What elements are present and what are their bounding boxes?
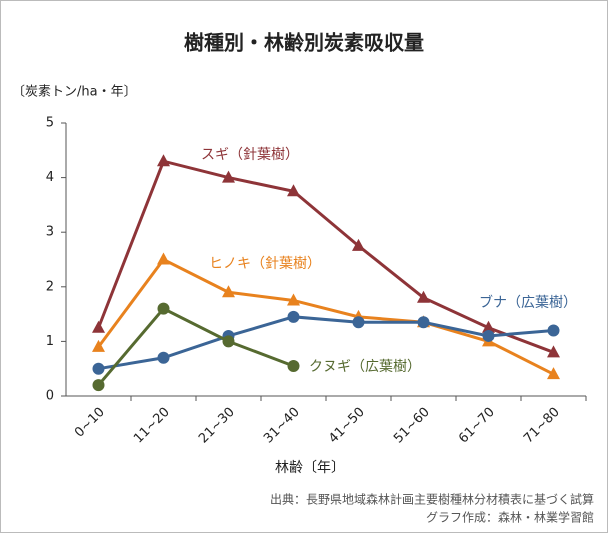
marker: [222, 170, 235, 183]
series-label: クヌギ（広葉樹）: [309, 359, 421, 375]
marker: [417, 290, 430, 303]
series-line: [98, 315, 554, 371]
y-axis-label: 〔炭素トン/ha・年〕: [12, 85, 137, 100]
series-label: ヒノキ（針葉樹）: [209, 256, 321, 272]
marker: [482, 320, 495, 333]
marker: [352, 238, 365, 251]
marker: [287, 310, 300, 323]
marker: [417, 316, 430, 329]
marker: [92, 379, 105, 392]
y-tick-label: 0: [46, 389, 54, 404]
y-tick-label: 3: [46, 225, 54, 240]
marker: [547, 345, 560, 358]
marker: [287, 184, 300, 197]
marker: [547, 367, 560, 380]
series-line: [97, 306, 295, 387]
marker: [287, 293, 300, 306]
marker: [157, 302, 170, 315]
marker: [352, 316, 365, 329]
series-label: スギ（針葉樹）: [201, 147, 299, 163]
credit: グラフ作成：森林・林業学習館: [426, 510, 594, 525]
series-line: [97, 257, 555, 376]
marker: [92, 362, 105, 375]
marker: [222, 335, 235, 348]
marker: [222, 285, 235, 298]
x-axis-label: 林齢〔年〕: [275, 460, 345, 476]
marker: [157, 351, 170, 364]
series-label: ブナ（広葉樹）: [479, 294, 577, 311]
y-tick-label: 5: [46, 116, 54, 131]
y-tick-label: 2: [46, 279, 54, 294]
marker: [92, 339, 105, 352]
series-line: [97, 159, 555, 354]
marker: [157, 154, 170, 167]
marker: [92, 320, 105, 333]
source: 出典：長野県地域森林計画主要樹種林分材積表に基づく試算: [270, 492, 594, 507]
y-tick-label: 4: [46, 170, 54, 185]
chart-title: 樹種別・林齢別炭素吸収量: [184, 31, 424, 55]
marker: [547, 324, 560, 337]
marker: [482, 329, 495, 342]
marker: [157, 252, 170, 265]
y-tick-label: 1: [46, 334, 54, 349]
marker: [287, 359, 300, 372]
